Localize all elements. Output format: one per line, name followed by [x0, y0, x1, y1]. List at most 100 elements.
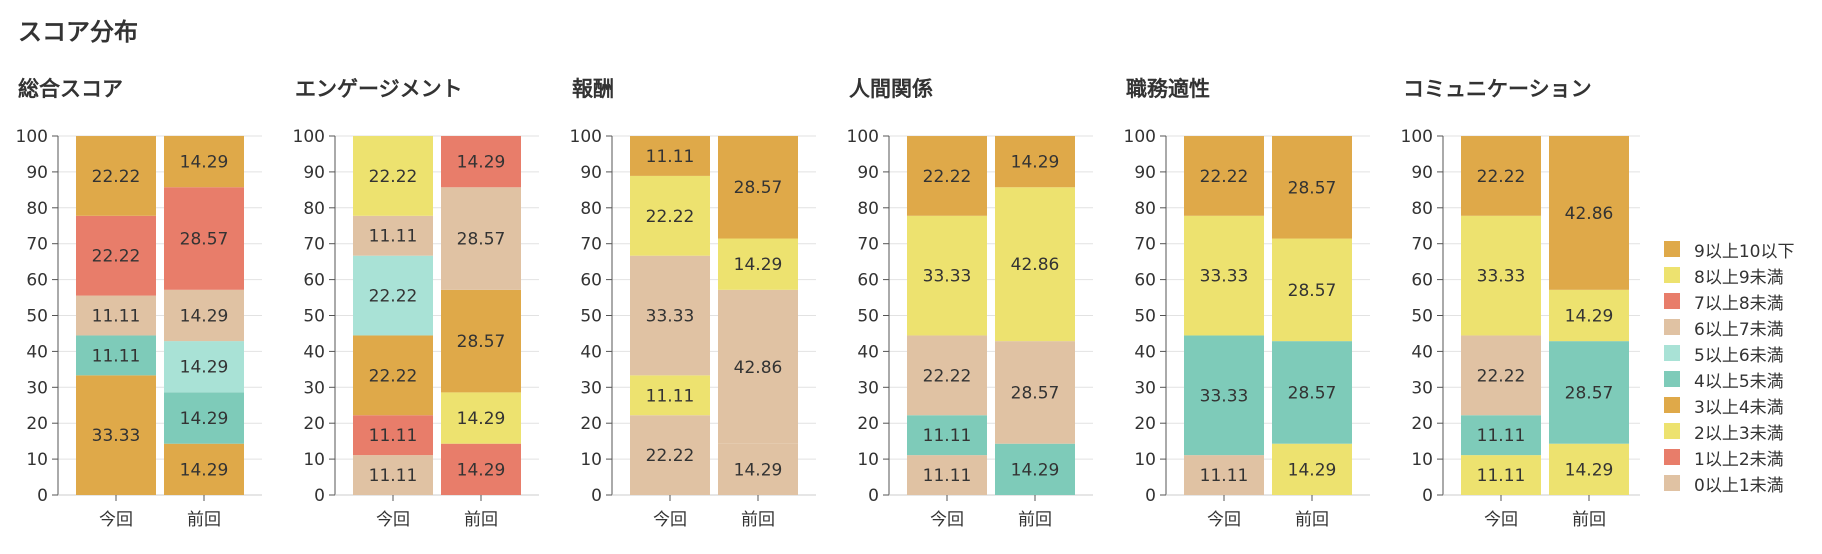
y-tick-label: 90 — [857, 163, 879, 183]
legend-swatch — [1664, 293, 1680, 309]
y-tick-label: 70 — [580, 235, 602, 255]
bar-segment — [164, 341, 244, 393]
bar-value-label: 22.22 — [923, 366, 972, 386]
bar-value-label: 14.29 — [1288, 460, 1337, 480]
bar-segment — [1272, 238, 1352, 342]
legend-label: 2以上3未満 — [1694, 423, 1784, 444]
y-tick-label: 0 — [1422, 486, 1433, 506]
bar-segment — [441, 135, 521, 188]
bar-value-label: 22.22 — [646, 207, 695, 227]
legend-swatch — [1664, 267, 1680, 283]
legend-item: 1以上2未満 — [1664, 444, 1794, 470]
bar-segment — [630, 175, 710, 256]
chart-title: 報酬 — [572, 77, 614, 101]
bar-value-label: 33.33 — [646, 307, 695, 327]
bar-segment — [76, 215, 156, 296]
legend-item: 6以上7未満 — [1664, 314, 1794, 340]
y-tick-label: 0 — [314, 486, 325, 506]
bar-segment — [718, 135, 798, 239]
y-tick-label: 80 — [580, 199, 602, 219]
bar-segment — [1184, 136, 1264, 216]
bar-value-label: 33.33 — [923, 267, 972, 287]
bar-segment — [718, 289, 798, 444]
y-tick-label: 10 — [1134, 450, 1156, 470]
bar-value-label: 22.22 — [369, 287, 418, 307]
chart-title: エンゲージメント — [295, 77, 463, 101]
y-tick-label: 10 — [303, 450, 325, 470]
y-tick-label: 60 — [303, 271, 325, 291]
y-tick-label: 80 — [1134, 199, 1156, 219]
bar-value-label: 28.57 — [1288, 178, 1337, 198]
bar-value-label: 28.57 — [1288, 281, 1337, 301]
bar-segment — [441, 392, 521, 444]
y-tick-label: 10 — [580, 450, 602, 470]
bar-value-label: 28.57 — [734, 178, 783, 198]
bar-segment — [353, 255, 433, 336]
bar-segment — [995, 187, 1075, 342]
chart-panel: エンゲージメント 0 10 20 30 40 50 60 70 80 90 100 11.11 11.11… — [293, 77, 539, 530]
y-tick-label: 10 — [26, 450, 48, 470]
bar-value-label: 14.29 — [180, 358, 229, 378]
bar-value-label: 11.11 — [92, 307, 141, 327]
legend-swatch — [1664, 397, 1680, 413]
chart-title: 職務適性 — [1126, 77, 1210, 101]
bar-value-label: 11.11 — [92, 346, 141, 366]
chart-panel: 総合スコア 0 10 20 30 40 50 60 70 80 90 100 33.33 11.11 11.… — [16, 77, 262, 530]
bar-value-label: 33.33 — [1200, 386, 1249, 406]
legend-swatch — [1664, 371, 1680, 387]
y-tick-label: 80 — [1411, 199, 1433, 219]
bar-value-label: 28.57 — [457, 230, 506, 250]
bar-value-label: 11.11 — [1477, 466, 1526, 486]
bar-value-label: 22.22 — [1477, 366, 1526, 386]
y-tick-label: 60 — [857, 271, 879, 291]
bar-value-label: 11.11 — [646, 147, 695, 167]
bar-value-label: 33.33 — [92, 426, 141, 446]
legend-swatch — [1664, 475, 1680, 491]
bar-segment — [630, 255, 710, 376]
y-tick-label: 30 — [303, 378, 325, 398]
chart-title: 総合スコア — [18, 77, 123, 101]
bar-value-label: 28.57 — [180, 230, 229, 250]
bar-value-label: 28.57 — [457, 332, 506, 352]
y-tick-label: 90 — [580, 163, 602, 183]
legend-item: 8以上9未満 — [1664, 262, 1794, 288]
bar-segment — [1184, 215, 1264, 336]
legend-item: 4以上5未満 — [1664, 366, 1794, 392]
legend-label: 1以上2未満 — [1694, 449, 1784, 470]
bar-segment — [718, 443, 798, 495]
legend-label: 7以上8未満 — [1694, 293, 1784, 314]
y-tick-label: 30 — [1411, 378, 1433, 398]
bar-value-label: 28.57 — [1565, 383, 1614, 403]
y-tick-label: 20 — [26, 414, 48, 434]
bar-value-label: 14.29 — [1565, 460, 1614, 480]
page-title: スコア分布 — [18, 18, 138, 46]
y-tick-label: 20 — [857, 414, 879, 434]
x-tick-label: 前回 — [187, 510, 221, 530]
bar-value-label: 14.29 — [180, 153, 229, 173]
bar-segment — [164, 392, 244, 444]
chart-title: 人間関係 — [849, 77, 933, 101]
bar-segment — [907, 136, 987, 216]
bar-value-label: 28.57 — [1288, 383, 1337, 403]
bar-segment — [1549, 135, 1629, 290]
y-tick-label: 100 — [847, 127, 879, 147]
legend-swatch — [1664, 345, 1680, 361]
bar-segment — [76, 295, 156, 336]
bar-segment — [353, 335, 433, 416]
y-tick-label: 90 — [1411, 163, 1433, 183]
bar-segment — [718, 238, 798, 290]
x-tick-label: 今回 — [1207, 510, 1241, 530]
legend-item: 5以上6未満 — [1664, 340, 1794, 366]
y-tick-label: 40 — [857, 342, 879, 362]
bar-value-label: 14.29 — [1011, 460, 1060, 480]
chart-panel: 職務適性 0 10 20 30 40 50 60 70 80 90 100 11.11 33.33 33.3… — [1124, 77, 1370, 530]
bar-segment — [1184, 335, 1264, 456]
y-tick-label: 60 — [580, 271, 602, 291]
bar-segment — [630, 375, 710, 416]
legend-label: 6以上7未満 — [1694, 319, 1784, 340]
y-tick-label: 100 — [570, 127, 602, 147]
y-tick-label: 80 — [303, 199, 325, 219]
bar-segment — [76, 136, 156, 216]
y-tick-label: 0 — [868, 486, 879, 506]
y-tick-label: 50 — [26, 307, 48, 327]
